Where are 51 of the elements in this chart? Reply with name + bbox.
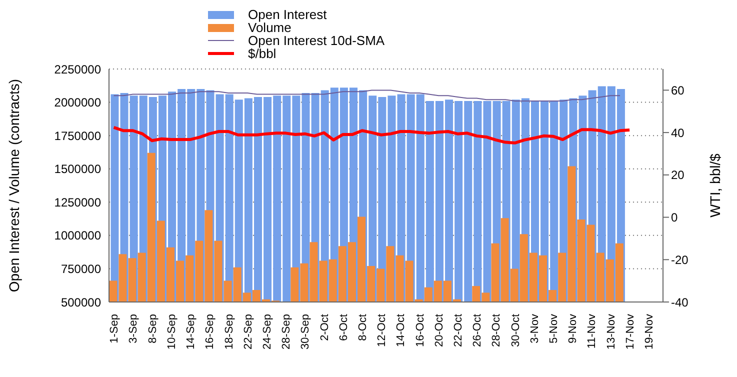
y-axis-title: Open Interest / Volume (contracts): [6, 78, 22, 292]
y2-tick-label: 60: [671, 83, 685, 98]
legend-label: Open Interest: [248, 7, 327, 22]
x-tick-label: 28-Sep: [280, 314, 293, 350]
y-tick-label: 1000000: [54, 228, 102, 243]
x-tick-label: 1-Sep: [108, 314, 121, 344]
x-tick-label: 28-Oct: [490, 314, 503, 348]
x-tick-label: 17-Nov: [624, 314, 636, 350]
x-tick-label: 12-Oct: [376, 314, 388, 348]
x-tick-label: 11-Nov: [586, 314, 598, 349]
x-tick-label: 9-Nov: [567, 314, 580, 344]
y-tick-label: 1750000: [54, 128, 102, 143]
x-tick-label: 16-Oct: [414, 314, 426, 348]
y-tick-label: 2000000: [54, 96, 102, 110]
y2-tick-label: 40: [671, 126, 685, 140]
x-tick-label: 26-Oct: [472, 314, 484, 348]
x-tick-label: 20-Oct: [433, 314, 446, 348]
x-tick-label: 10-Sep: [166, 314, 178, 350]
x-tick-label: 19-Nov: [644, 314, 656, 350]
x-tick-label: 14-Sep: [185, 314, 198, 350]
y-tick-label: 1250000: [54, 195, 102, 210]
x-tick-label: 16-Sep: [204, 314, 216, 350]
x-tick-label: 13-Nov: [605, 314, 618, 350]
x-tick-label: 22-Sep: [242, 314, 254, 350]
x-tick-label: 3-Nov: [528, 314, 541, 344]
legend-label: Open Interest 10d-SMA: [248, 33, 385, 48]
x-tick-label: 5-Nov: [548, 314, 560, 344]
y-tick-label: 2250000: [54, 62, 102, 76]
x-tick-label: 8-Oct: [356, 314, 369, 341]
y-tick-label: 750000: [60, 262, 102, 276]
x-tick-label: 6-Oct: [338, 314, 350, 341]
x-tick-label: 8-Sep: [146, 314, 159, 344]
x-tick-label: 18-Sep: [223, 314, 236, 350]
line-series: [113, 90, 621, 102]
y-tick-label: 500000: [60, 295, 102, 310]
x-tick-label: 3-Sep: [128, 314, 140, 344]
y2-tick-label: 20: [671, 168, 685, 182]
x-tick-label: 30-Sep: [300, 314, 312, 350]
x-tick-label: 30-Oct: [510, 314, 522, 348]
x-tick-label: 24-Sep: [261, 314, 274, 350]
x-tick-label: 22-Oct: [452, 314, 464, 348]
y-tick-label: 1500000: [54, 162, 102, 176]
y2-tick-label: -20: [671, 252, 689, 267]
y2-tick-label: -40: [671, 295, 689, 310]
line-series: [112, 126, 632, 144]
x-tick-label: 14-Oct: [395, 314, 408, 348]
y2-tick-label: 0: [671, 210, 678, 225]
y2-axis-title: WTI, bbl/$: [706, 153, 723, 218]
x-tick-label: 2-Oct: [318, 314, 331, 341]
legend-label: Volume: [248, 20, 292, 35]
legend-label: $/bbl: [248, 46, 276, 61]
